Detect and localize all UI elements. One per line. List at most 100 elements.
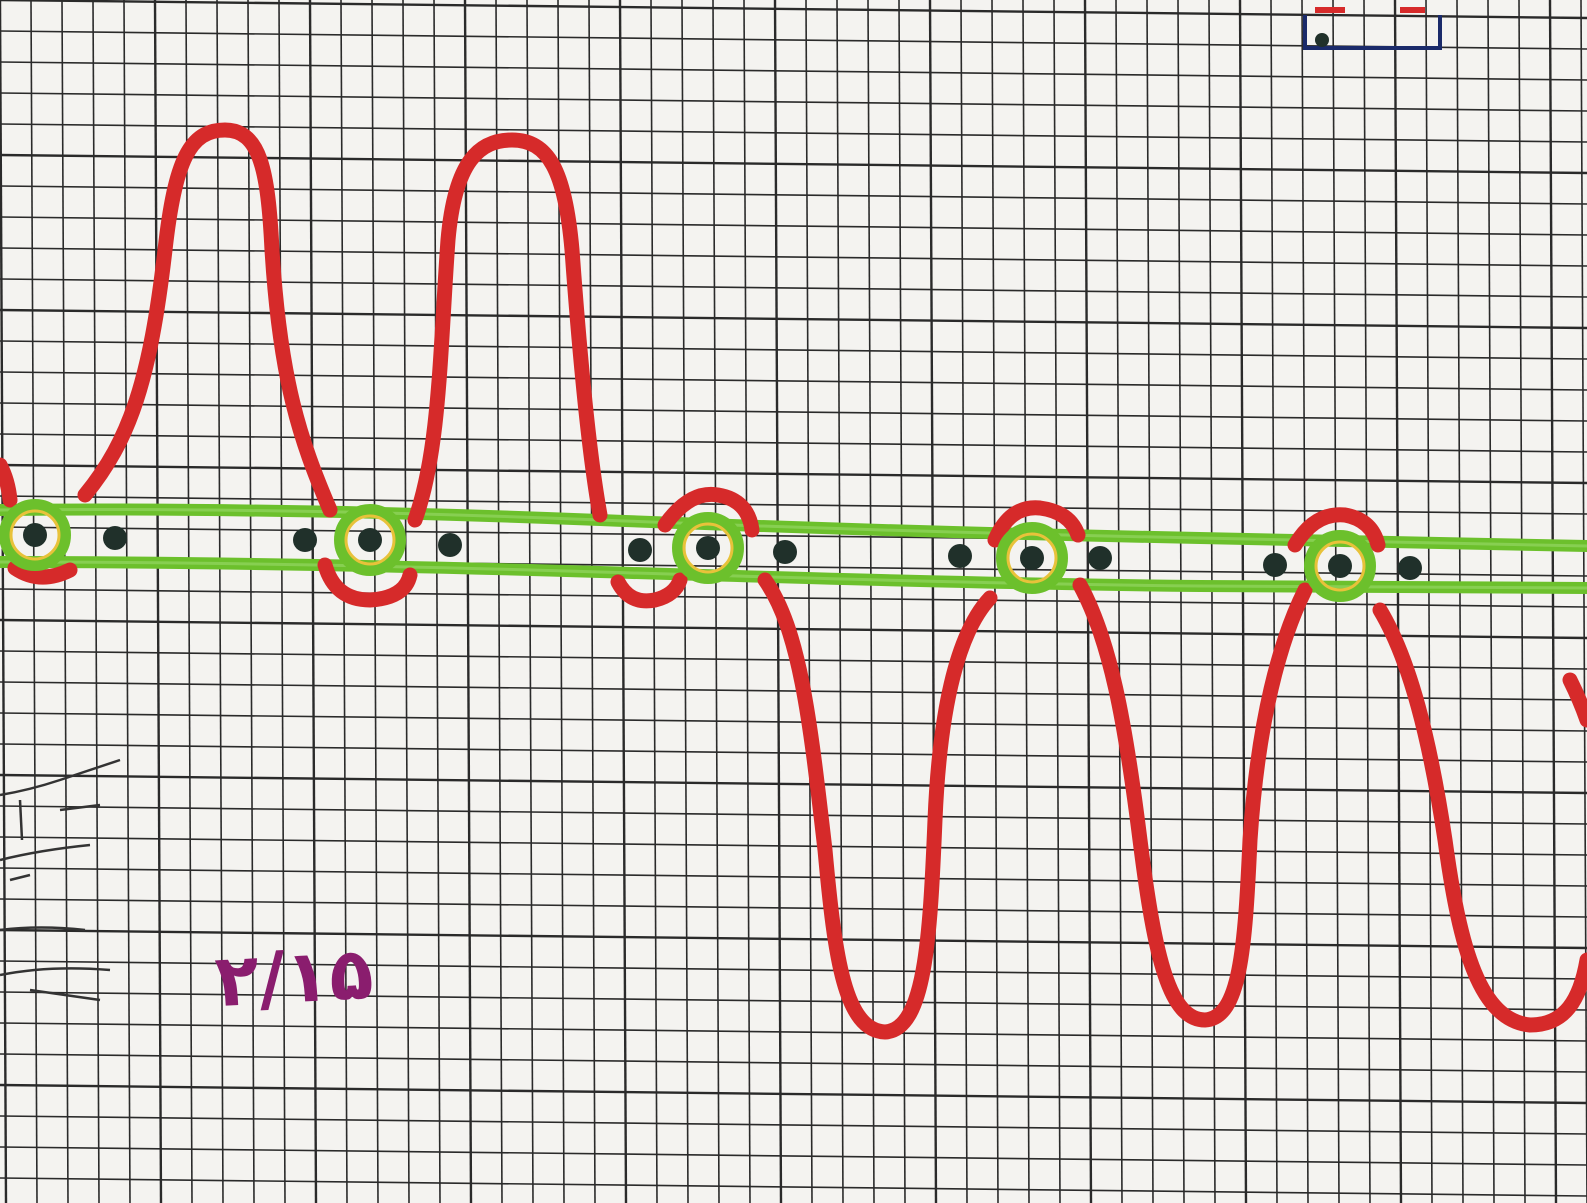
red-edge-right bbox=[1562, 672, 1587, 728]
junction-ring bbox=[672, 512, 744, 584]
bead-dot bbox=[1328, 554, 1352, 578]
junction-highlight bbox=[1006, 532, 1058, 584]
junction-highlight bbox=[682, 522, 734, 574]
grid-line-vertical bbox=[216, 0, 224, 1203]
grid-line-vertical bbox=[433, 0, 441, 1203]
grid-line-horizontal bbox=[0, 1146, 1587, 1166]
handwritten-page-number: ۲/۱۵ bbox=[212, 930, 376, 1024]
grid-line-vertical bbox=[1487, 0, 1495, 1203]
grid-line-vertical bbox=[960, 0, 968, 1203]
bead-dot bbox=[293, 528, 317, 552]
grid-line-vertical bbox=[308, 0, 318, 1203]
red-arc-up-4 bbox=[987, 500, 1086, 548]
grid-line-vertical bbox=[1270, 0, 1278, 1203]
grid-line-horizontal bbox=[0, 153, 1587, 175]
grid-line-horizontal bbox=[0, 185, 1587, 205]
grid-line-vertical bbox=[61, 0, 69, 1203]
bead-dot bbox=[103, 526, 127, 550]
grid-line-horizontal bbox=[0, 1053, 1587, 1073]
grid-line-horizontal bbox=[0, 278, 1587, 298]
grid-line-vertical bbox=[618, 0, 628, 1203]
grid-line-horizontal bbox=[0, 805, 1587, 825]
grid-line-horizontal bbox=[0, 61, 1587, 81]
grid-line-vertical bbox=[1177, 0, 1185, 1203]
bead-dot bbox=[23, 523, 47, 547]
red-loop-down-1 bbox=[757, 572, 998, 1040]
grid-line-vertical bbox=[1518, 0, 1526, 1203]
grid-line-vertical bbox=[123, 0, 131, 1203]
grid-line-horizontal bbox=[0, 340, 1587, 360]
grid-line-horizontal bbox=[0, 1177, 1587, 1197]
bead-dots bbox=[23, 523, 1422, 580]
grid-line-vertical bbox=[805, 0, 813, 1203]
grid-line-horizontal bbox=[0, 836, 1587, 856]
bead-dot bbox=[696, 536, 720, 560]
grid-line-horizontal bbox=[0, 402, 1587, 422]
grid-line-horizontal bbox=[0, 216, 1587, 236]
bead-dot bbox=[438, 533, 462, 557]
grid-line-vertical bbox=[185, 0, 193, 1203]
red-arc-down-2 bbox=[317, 557, 418, 608]
junction-highlight bbox=[1314, 540, 1366, 592]
red-loop-up-2 bbox=[407, 132, 608, 528]
green-double-strand bbox=[0, 503, 1587, 594]
grid-line-vertical bbox=[402, 0, 410, 1203]
grid-line-horizontal bbox=[0, 773, 1587, 795]
grid-line-vertical bbox=[247, 0, 255, 1203]
grid-line-vertical bbox=[1580, 0, 1587, 1203]
grid-line-horizontal bbox=[0, 991, 1587, 1011]
grid-line-vertical bbox=[1363, 0, 1371, 1203]
grid-line-horizontal bbox=[0, 960, 1587, 980]
grid-line-vertical bbox=[681, 0, 689, 1203]
red-edge-left-top bbox=[0, 457, 18, 508]
grid-line-vertical bbox=[712, 0, 720, 1203]
grid-line-vertical bbox=[836, 0, 844, 1203]
grid-line-vertical bbox=[928, 0, 938, 1203]
grid-line-vertical bbox=[30, 0, 38, 1203]
bead-dot bbox=[628, 538, 652, 562]
grid-line-vertical bbox=[278, 0, 286, 1203]
bead-dot bbox=[773, 540, 797, 564]
grid-line-horizontal bbox=[0, 867, 1587, 887]
grid-line-vertical bbox=[92, 0, 100, 1203]
grid-line-vertical bbox=[526, 0, 534, 1203]
corner-sketch bbox=[1303, 7, 1442, 50]
grid-line-vertical bbox=[0, 0, 8, 1203]
grid-line-vertical bbox=[743, 0, 751, 1203]
junction-ring bbox=[1304, 530, 1376, 602]
grid-line-horizontal bbox=[0, 681, 1587, 701]
red-arc-up-5 bbox=[1287, 507, 1386, 553]
grid-line-vertical bbox=[588, 0, 596, 1203]
red-edge-left-bottom bbox=[7, 560, 78, 585]
grid-line-vertical bbox=[1393, 0, 1403, 1203]
grid-line-horizontal bbox=[0, 1115, 1587, 1135]
bead-dot bbox=[1088, 546, 1112, 570]
grid-line-vertical bbox=[1425, 0, 1433, 1203]
grid-line-vertical bbox=[1238, 0, 1248, 1203]
bead-dot bbox=[948, 544, 972, 568]
red-loop-up-1 bbox=[77, 122, 338, 518]
bead-dot bbox=[1263, 553, 1287, 577]
junction-highlight bbox=[344, 514, 396, 566]
junction-ring bbox=[996, 522, 1068, 594]
junction-ring bbox=[334, 504, 406, 576]
grid-line-vertical bbox=[1022, 0, 1030, 1203]
grid-line-horizontal bbox=[0, 123, 1587, 143]
bead-dot bbox=[1398, 556, 1422, 580]
junction-ring bbox=[0, 499, 71, 571]
grid-line-vertical bbox=[1548, 0, 1558, 1203]
grid-line-vertical bbox=[153, 0, 163, 1203]
bead-dot bbox=[358, 528, 382, 552]
grid-line-horizontal bbox=[0, 463, 1587, 485]
red-loop-down-2 bbox=[1072, 577, 1313, 1028]
red-arc-down-3 bbox=[610, 572, 688, 609]
grid-line-vertical bbox=[1456, 0, 1464, 1203]
grid-line-horizontal bbox=[0, 371, 1587, 391]
junction-highlight bbox=[9, 509, 61, 561]
red-loop-down-3 bbox=[1372, 602, 1587, 1033]
margin-scribbles bbox=[0, 758, 121, 1002]
grid-line-vertical bbox=[495, 0, 503, 1203]
grid-line-horizontal bbox=[0, 712, 1587, 732]
